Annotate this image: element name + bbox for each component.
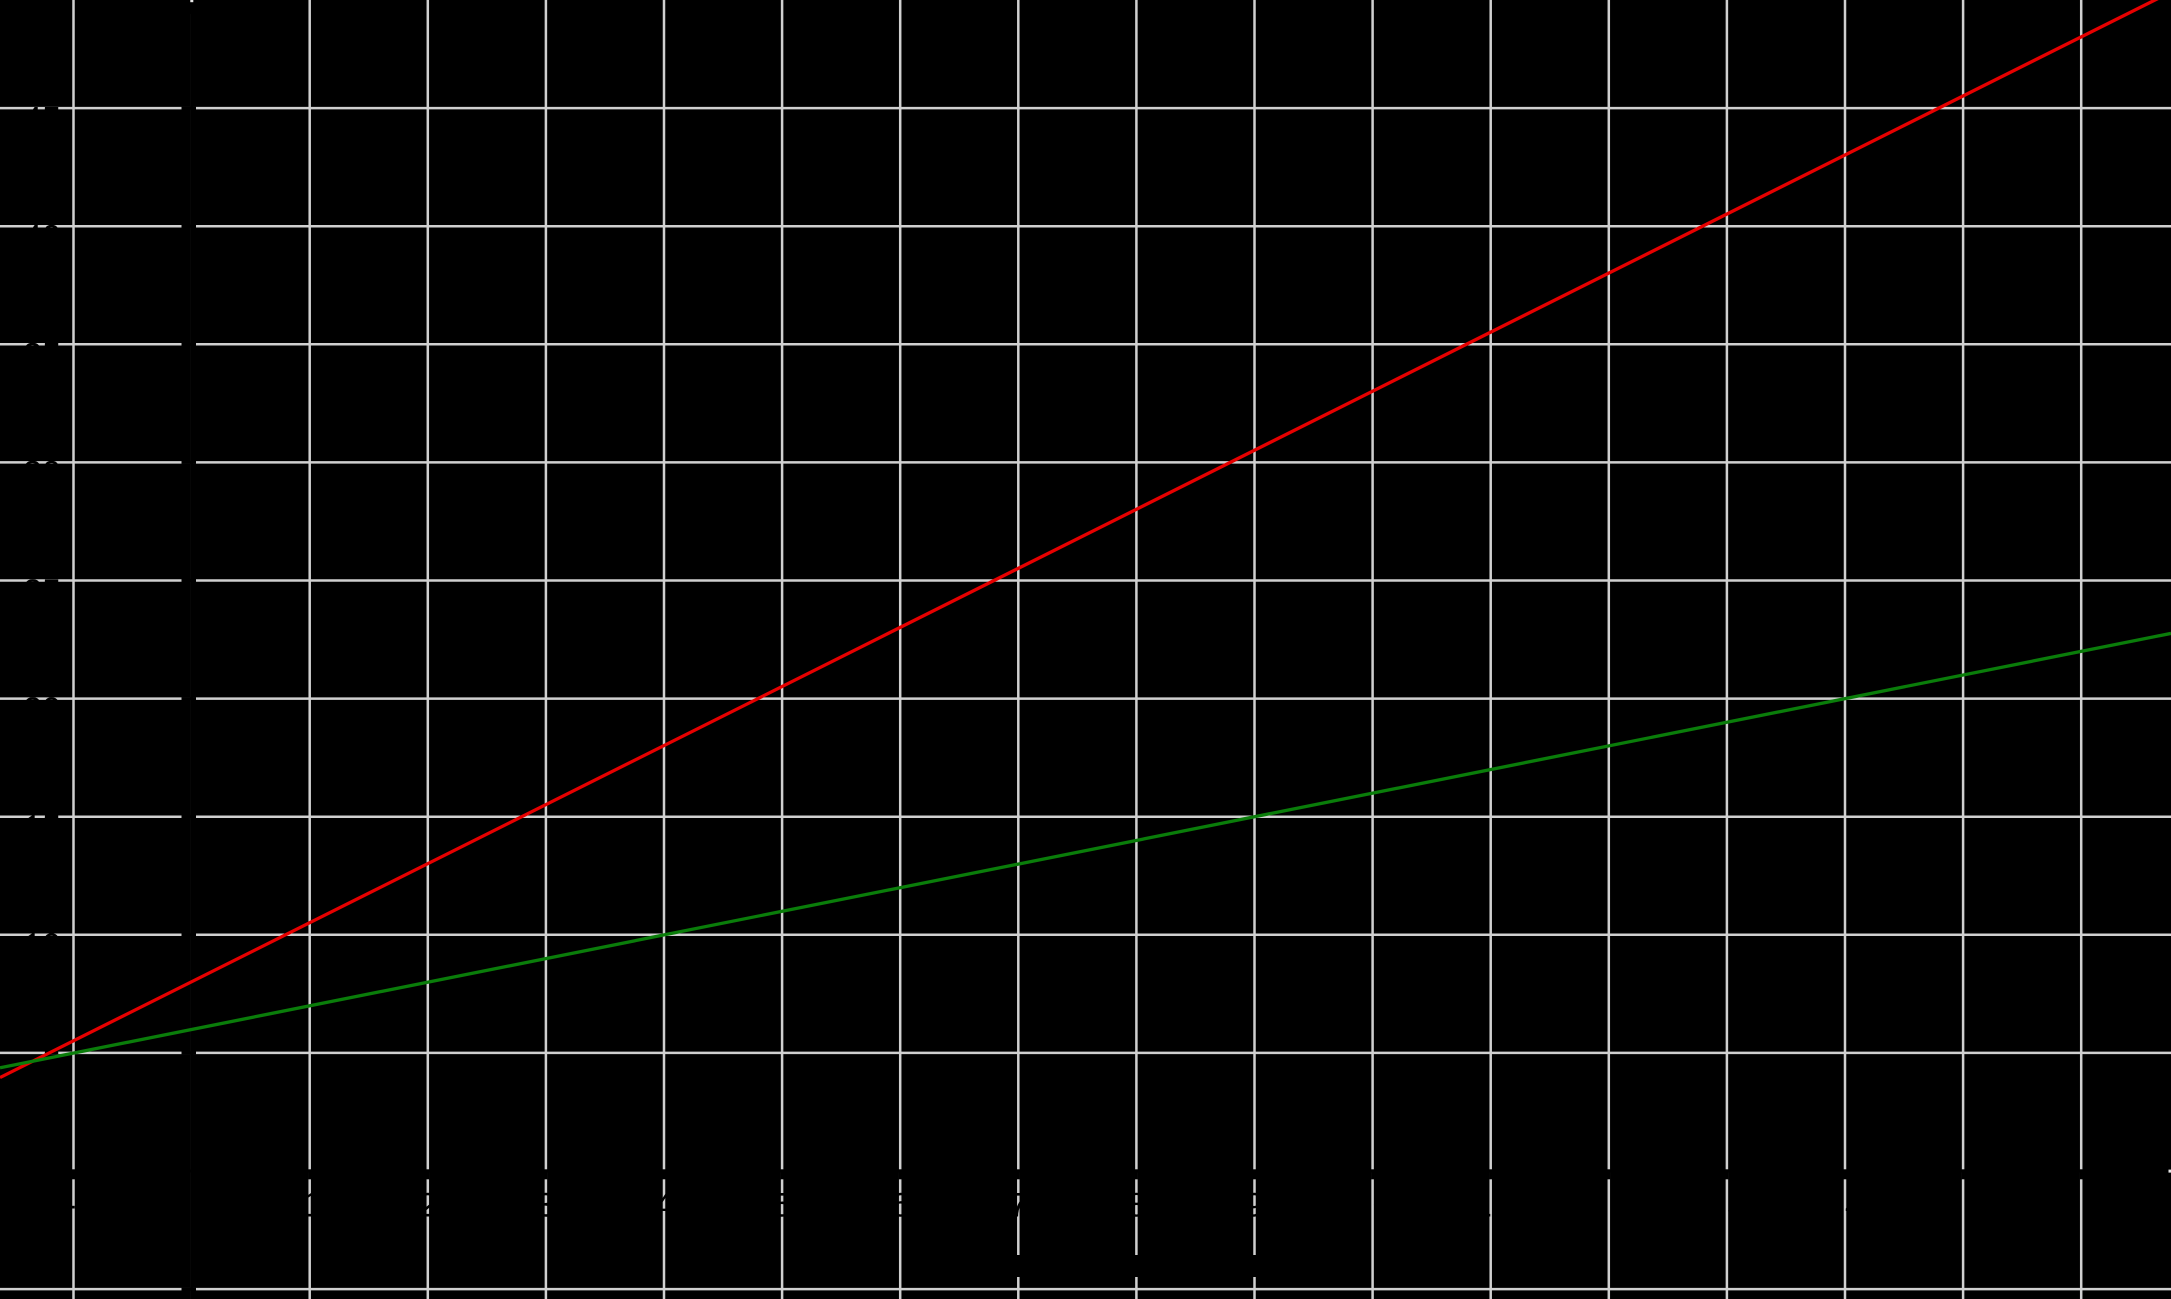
svg-text:7: 7	[1009, 1187, 1028, 1225]
svg-text:5: 5	[773, 1187, 792, 1225]
svg-text:2: 2	[418, 1187, 437, 1225]
svg-text:-1: -1	[65, 1187, 95, 1225]
svg-text:30: 30	[23, 455, 61, 493]
svg-text:9: 9	[1245, 1187, 1264, 1225]
svg-text:25: 25	[23, 573, 61, 611]
svg-text:4: 4	[655, 1187, 674, 1225]
svg-text:16: 16	[2062, 1187, 2100, 1225]
svg-text:10: 10	[1354, 1187, 1392, 1225]
svg-text:40: 40	[23, 219, 61, 257]
svg-text:14: 14	[1826, 1187, 1864, 1225]
svg-text:11: 11	[1473, 1187, 1508, 1225]
svg-text:20: 20	[23, 691, 61, 729]
svg-text:6: 6	[891, 1187, 910, 1225]
svg-text:35: 35	[23, 337, 61, 375]
svg-text:8: 8	[1127, 1187, 1146, 1225]
svg-text:3: 3	[536, 1187, 555, 1225]
svg-text:13: 13	[1708, 1187, 1746, 1225]
svg-text:12: 12	[1590, 1187, 1628, 1225]
svg-text:45: 45	[23, 100, 61, 138]
svg-text:1: 1	[302, 1187, 321, 1225]
svg-text:10: 10	[23, 927, 61, 965]
svg-text:15: 15	[1944, 1187, 1982, 1225]
svg-text:15: 15	[23, 809, 61, 847]
